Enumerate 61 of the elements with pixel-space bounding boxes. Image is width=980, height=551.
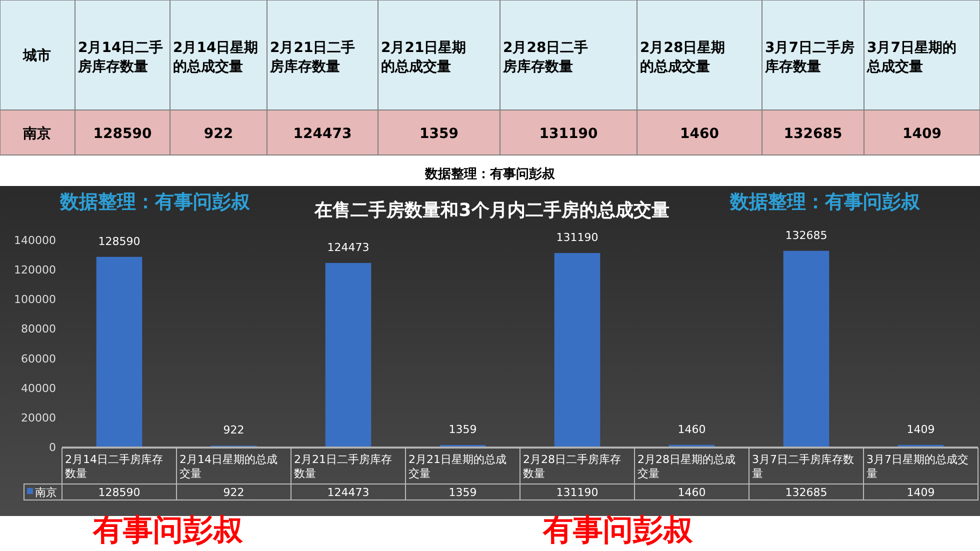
x-tick-label: 3月7日星期的总成交量 — [866, 453, 968, 480]
y-tick-label: 120000 — [14, 264, 56, 277]
x-tick-label: 2月21日二手房库存数量 — [294, 453, 392, 480]
text: 有事问彭叔 — [542, 513, 694, 548]
data-label: 1359 — [420, 126, 458, 142]
y-tick-label: 140000 — [14, 234, 56, 247]
bar — [325, 262, 372, 447]
category-label: 2月14日二手房库存数量 — [77, 39, 164, 75]
text: 数据整理：有事问彭叔 — [424, 167, 556, 182]
data-label: 132685 — [784, 126, 842, 142]
text: 1409 — [906, 422, 935, 436]
legend-label: 南京 — [35, 486, 57, 499]
chart-title: 在售二手房数量和3个月内二手房的总成交量 — [314, 200, 670, 221]
data-label: 922 — [223, 486, 244, 499]
x-tick-label: 2月21日星期的总成交量 — [408, 453, 506, 480]
text: 有事问彭叔 — [92, 513, 244, 548]
legend-title: 城市 — [22, 47, 51, 64]
data-label: 922 — [204, 126, 234, 142]
data-label: 132685 — [785, 486, 828, 499]
data-label: 128590 — [98, 486, 140, 499]
x-tick-label: 2月14日二手房库存数量 — [65, 453, 163, 480]
y-tick-label: 40000 — [21, 382, 56, 395]
bar — [96, 256, 142, 447]
x-tick-label: 2月28日星期的总成交量 — [638, 453, 736, 480]
category-label: 2月28日二手房库存数量 — [502, 39, 588, 75]
data-label: 128590 — [93, 126, 152, 142]
text: 1359 — [448, 422, 477, 436]
category-label: 3月7日二手房库存数量 — [764, 39, 854, 75]
data-label: 1460 — [678, 486, 706, 499]
text: 1460 — [678, 422, 706, 436]
x-tick-label: 3月7日二手房库存数量 — [752, 453, 854, 480]
data-label: 131190 — [539, 126, 598, 142]
data-label: 124473 — [293, 126, 352, 142]
text: 124473 — [327, 240, 370, 254]
text: 数据整理：有事问彭叔 — [729, 191, 921, 213]
category-label: 2月14日星期的总成交量 — [173, 40, 258, 75]
data-label: 1409 — [902, 126, 942, 142]
data-label: 1460 — [680, 126, 720, 142]
category-label: 2月21日星期的总成交量 — [381, 40, 466, 75]
x-tick-label: 2月28日二手房库存数量 — [523, 453, 621, 480]
data-label: 131190 — [556, 486, 598, 499]
text: 数据整理：有事问彭叔 — [59, 191, 251, 213]
y-tick-label: 0 — [49, 441, 56, 454]
category-label: 3月7日星期的总成交量 — [866, 40, 956, 75]
bar — [783, 250, 830, 447]
text: 922 — [223, 424, 244, 437]
data-label: 124473 — [327, 486, 370, 499]
text: 131190 — [556, 231, 598, 244]
bar — [554, 253, 600, 447]
category-label: 2月28日星期的总成交量 — [640, 40, 726, 75]
data-label: 1409 — [906, 486, 935, 499]
category-label: 2月21日二手房库存数量 — [269, 39, 356, 75]
text: 128590 — [98, 234, 140, 248]
y-tick-label: 80000 — [21, 322, 56, 336]
y-tick-label: 60000 — [21, 352, 56, 366]
y-tick-label: 20000 — [21, 411, 56, 424]
text: 132685 — [785, 228, 828, 242]
data-label: 1359 — [448, 486, 477, 499]
series-label: 南京 — [22, 125, 51, 142]
x-tick-label: 2月14日星期的总成交量 — [180, 453, 278, 480]
y-tick-label: 100000 — [14, 293, 56, 306]
